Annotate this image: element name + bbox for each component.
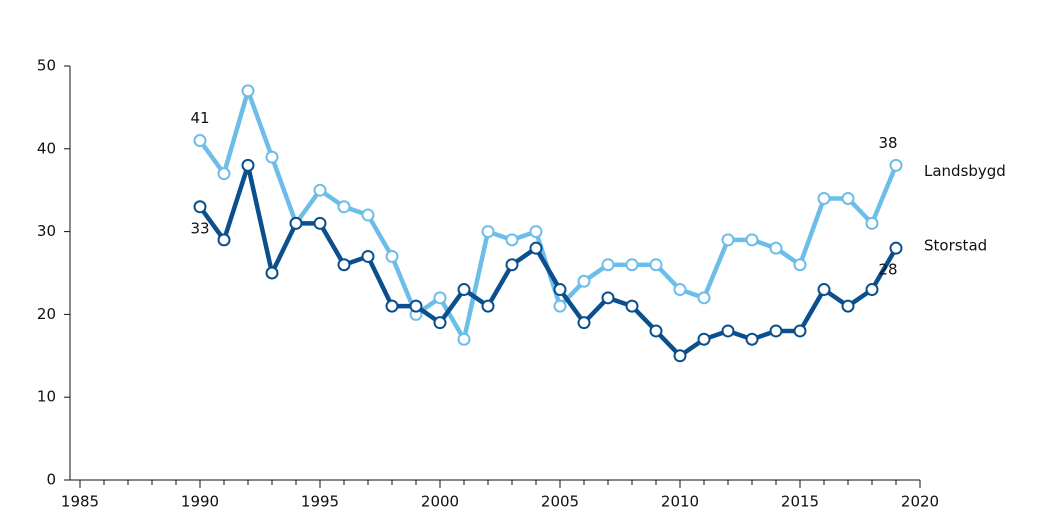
point	[241, 158, 255, 172]
point	[241, 84, 255, 98]
point	[217, 167, 231, 181]
point	[673, 283, 687, 297]
point	[505, 258, 519, 272]
point	[577, 316, 591, 330]
point	[553, 283, 567, 297]
data-label: 28	[878, 261, 897, 279]
point	[721, 233, 735, 247]
point	[265, 266, 279, 280]
y-tick-label: 0	[46, 471, 56, 489]
legend-label: Landsbygd	[924, 162, 1006, 180]
point	[793, 324, 807, 338]
x-tick-label: 2010	[661, 493, 699, 511]
point	[697, 291, 711, 305]
point	[697, 332, 711, 346]
point	[337, 200, 351, 214]
data-label: 33	[190, 219, 209, 237]
point	[385, 299, 399, 313]
point	[265, 150, 279, 164]
point	[625, 258, 639, 272]
point	[217, 233, 231, 247]
point	[817, 283, 831, 297]
x-tick-label: 2020	[901, 493, 939, 511]
point	[457, 332, 471, 346]
point	[385, 249, 399, 263]
legend-label: Storstad	[924, 237, 987, 255]
point	[721, 324, 735, 338]
point	[481, 225, 495, 239]
point	[601, 291, 615, 305]
point	[193, 200, 207, 214]
point	[745, 233, 759, 247]
y-tick-label: 20	[37, 305, 56, 323]
point	[769, 241, 783, 255]
point	[841, 191, 855, 205]
point	[505, 233, 519, 247]
point	[457, 283, 471, 297]
x-tick-label: 1985	[61, 493, 99, 511]
x-tick-label: 2005	[541, 493, 579, 511]
point	[649, 258, 663, 272]
point	[433, 291, 447, 305]
point	[313, 183, 327, 197]
point	[433, 316, 447, 330]
point	[889, 241, 903, 255]
x-tick-label: 2015	[781, 493, 819, 511]
y-tick-label: 30	[37, 222, 56, 240]
point	[769, 324, 783, 338]
y-tick-label: 50	[37, 57, 56, 75]
y-tick-label: 10	[37, 388, 56, 406]
point	[841, 299, 855, 313]
point	[793, 258, 807, 272]
point	[625, 299, 639, 313]
point	[865, 283, 879, 297]
point	[889, 158, 903, 172]
data-label: 38	[878, 134, 897, 152]
point	[529, 241, 543, 255]
point	[361, 249, 375, 263]
x-tick-label: 1990	[181, 493, 219, 511]
point	[817, 191, 831, 205]
point	[313, 216, 327, 230]
data-label: 41	[190, 109, 209, 127]
x-tick-label: 1995	[301, 493, 339, 511]
x-tick-label: 2000	[421, 493, 459, 511]
point	[865, 216, 879, 230]
point	[649, 324, 663, 338]
y-tick-label: 40	[37, 139, 56, 157]
series-line	[198, 88, 899, 342]
point	[409, 299, 423, 313]
point	[337, 258, 351, 272]
point	[361, 208, 375, 222]
point	[481, 299, 495, 313]
point	[577, 274, 591, 288]
point	[601, 258, 615, 272]
point	[193, 134, 207, 148]
point	[745, 332, 759, 346]
point	[673, 349, 687, 363]
point	[289, 216, 303, 230]
point	[553, 299, 567, 313]
point	[529, 225, 543, 239]
